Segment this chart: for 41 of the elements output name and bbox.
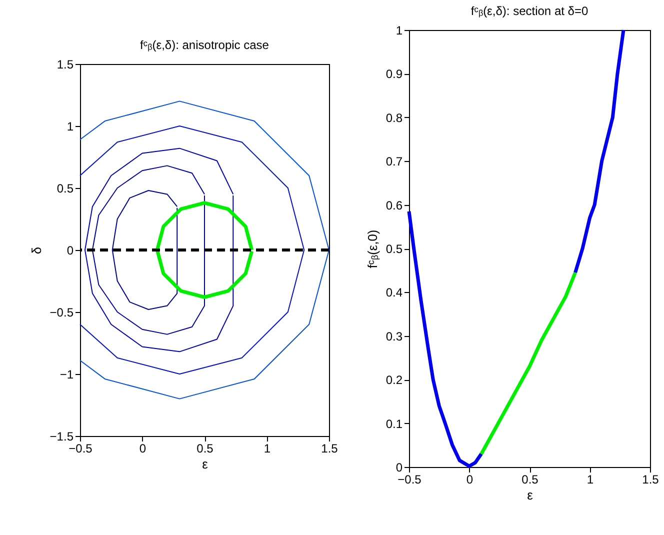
y-tick-label: 0	[66, 244, 74, 258]
line-series	[155, 201, 254, 299]
y-tick-label: 0.6	[386, 198, 403, 212]
y-tick-label: 0.7	[386, 154, 403, 169]
y-tick-label: 0.4	[386, 286, 403, 300]
y-tick-label: 0.5	[56, 182, 74, 196]
y-tick-label: 0.2	[386, 373, 403, 388]
y-tick-label: 1	[396, 24, 403, 38]
x-tick-label: 1.5	[642, 472, 660, 486]
x-tick-label: 1	[586, 472, 594, 486]
line-series	[480, 270, 578, 456]
y-tick-label: −1.5	[50, 430, 74, 444]
x-tick-label: 0	[139, 442, 146, 456]
x-tick-label: 0	[466, 472, 474, 486]
line-series	[80, 126, 305, 374]
x-tick-label: 0.5	[196, 442, 214, 456]
y-tick-label: 0	[396, 460, 403, 474]
line-series	[574, 28, 626, 274]
chart-title: fᶜᵦ(ε,δ): section at δ=0	[470, 4, 588, 18]
line-series	[407, 210, 484, 468]
y-tick-label: 0.3	[386, 329, 403, 344]
x-axis-title: ε	[202, 456, 208, 472]
y-tick-label: 0.8	[386, 110, 403, 125]
y-tick-label: 1	[66, 120, 74, 134]
line-series	[84, 148, 234, 352]
y-tick-label: 0.5	[386, 242, 403, 256]
line-series	[92, 165, 205, 335]
y-tick-label: −0.5	[50, 306, 74, 320]
y-tick-label: 1.5	[56, 58, 74, 72]
y-tick-label: −1	[60, 368, 74, 382]
line-series	[80, 100, 330, 400]
x-tick-label: 0.5	[522, 472, 539, 486]
x-axis-title: ε	[527, 488, 534, 502]
line-series	[112, 190, 178, 310]
x-tick-label: 1	[264, 442, 271, 456]
chart-title: fᶜᵦ(ε,δ): anisotropic case	[140, 38, 270, 52]
y-axis-title: δ	[28, 246, 44, 254]
y-tick-label: 0.1	[386, 416, 403, 431]
y-tick-label: 0.9	[386, 67, 403, 82]
x-tick-label: 1.5	[321, 442, 338, 456]
y-axis-title: fᶜᵦ(ε,0)	[364, 230, 380, 268]
